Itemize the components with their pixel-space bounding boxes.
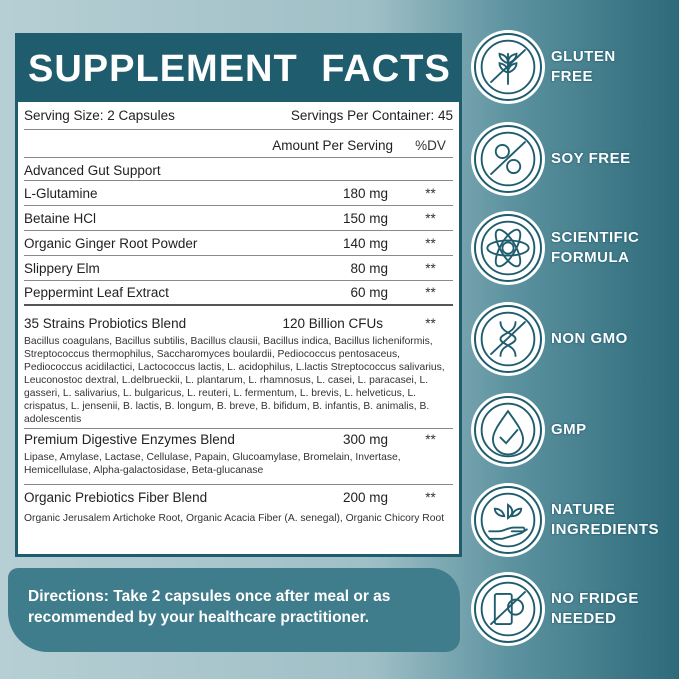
badge-label-line: GLUTEN [551, 48, 616, 65]
divider [24, 428, 453, 429]
dna-crossed-icon [474, 305, 542, 373]
supplement-facts-panel: SUPPLEMENT FACTS Serving Size: 2 Capsule… [15, 33, 462, 557]
enzymes-blend: Premium Digestive Enzymes Blend 300 mg ** … [24, 432, 453, 477]
badge-label: SCIENTIFIC FORMULA [551, 228, 639, 268]
ingredient-name: Peppermint Leaf Extract [24, 285, 169, 300]
badge-label-line: NO FRIDGE [551, 590, 639, 607]
blend-name: 35 Strains Probiotics Blend [24, 316, 187, 331]
blend-details: Organic Jerusalem Artichoke Root, Organi… [24, 513, 445, 524]
ingredient-rows: L-Glutamine 180 mg ** Betaine HCl 150 mg ** … [24, 180, 453, 306]
ingredient-amount: 140 mg [342, 235, 388, 251]
column-headers: Amount Per Serving %DV [24, 133, 453, 158]
ingredient-name: Betaine HCl [24, 210, 97, 226]
badge-label-line: GMP [551, 421, 587, 438]
blend-dv: ** [425, 432, 436, 447]
table-row: Organic Ginger Root Powder 140 mg ** [24, 231, 453, 256]
ingredient-name: Slippery Elm [24, 260, 100, 276]
blend-dv: ** [425, 316, 436, 331]
serving-size: Serving Size: 2 Capsules [24, 108, 175, 123]
badge-label: NO FRIDGE NEEDED [551, 589, 639, 629]
ingredient-amount: 60 mg [350, 285, 388, 300]
drop-check-icon [474, 396, 542, 464]
ingredient-dv: ** [425, 210, 436, 226]
soybean-crossed-icon [474, 125, 542, 193]
amount-header: Amount Per Serving [272, 137, 393, 153]
section-title: Advanced Gut Support [24, 163, 161, 178]
ingredient-dv: ** [425, 285, 436, 300]
badge-label-line: FREE [551, 68, 594, 85]
hand-leaf-icon [474, 486, 542, 554]
badge-label-line: NON GMO [551, 330, 628, 347]
table-row: Betaine HCl 150 mg ** [24, 206, 453, 231]
atom-icon [474, 214, 542, 282]
badge-label-line: NEEDED [551, 610, 617, 627]
table-row: Slippery Elm 80 mg ** [24, 256, 453, 281]
directions-banner: Directions: Take 2 capsules once after m… [8, 568, 460, 652]
ingredient-amount: 180 mg [342, 185, 388, 201]
servings-per-container: Servings Per Container: 45 [290, 108, 453, 123]
badge-label-line: SCIENTIFIC [551, 229, 640, 246]
serving-info: Serving Size: 2 Capsules Servings Per Co… [24, 108, 453, 130]
divider [24, 484, 453, 485]
probiotics-blend: 35 Strains Probiotics Blend 120 Billion C… [24, 316, 453, 426]
table-row: Peppermint Leaf Extract 60 mg ** [24, 281, 453, 306]
ingredient-dv: ** [425, 185, 436, 201]
blend-details: Lipase, Amylase, Lactase, Cellulase, Pap… [24, 452, 401, 476]
badge-label: GMP [551, 420, 587, 440]
ingredient-name: Organic Ginger Root Powder [24, 235, 198, 251]
ingredient-name: L-Glutamine [24, 185, 98, 201]
blend-amount: 300 mg [342, 432, 388, 447]
badge-label: NATURE INGREDIENTS [551, 500, 659, 540]
blend-details: Bacillus coagulans, Bacillus subtilis, B… [24, 336, 445, 425]
blend-amount: 120 Billion CFUs [282, 316, 383, 331]
badge-label: NON GMO [551, 329, 628, 349]
ingredient-dv: ** [425, 260, 436, 276]
wheat-crossed-icon [474, 33, 542, 101]
ingredient-amount: 80 mg [350, 260, 388, 276]
table-row: L-Glutamine 180 mg ** [24, 181, 453, 206]
blend-name: Organic Prebiotics Fiber Blend [24, 490, 208, 505]
dv-header: %DV [415, 137, 446, 153]
badge-label-line: INGREDIENTS [551, 521, 660, 538]
badge-label-line: SOY FREE [551, 150, 631, 167]
ingredient-amount: 150 mg [342, 210, 388, 226]
badge-label: GLUTEN FREE [551, 47, 616, 87]
badge-label: SOY FREE [551, 149, 631, 169]
ingredient-dv: ** [425, 235, 436, 251]
panel-title: SUPPLEMENT FACTS [18, 36, 459, 102]
blend-name: Premium Digestive Enzymes Blend [24, 432, 235, 447]
fiber-blend: Organic Prebiotics Fiber Blend 200 mg ** O… [24, 490, 453, 525]
fridge-crossed-icon [474, 575, 542, 643]
badge-label-line: NATURE [551, 501, 616, 518]
blend-amount: 200 mg [342, 490, 388, 505]
blend-dv: ** [425, 490, 436, 505]
badge-label-line: FORMULA [551, 249, 630, 266]
